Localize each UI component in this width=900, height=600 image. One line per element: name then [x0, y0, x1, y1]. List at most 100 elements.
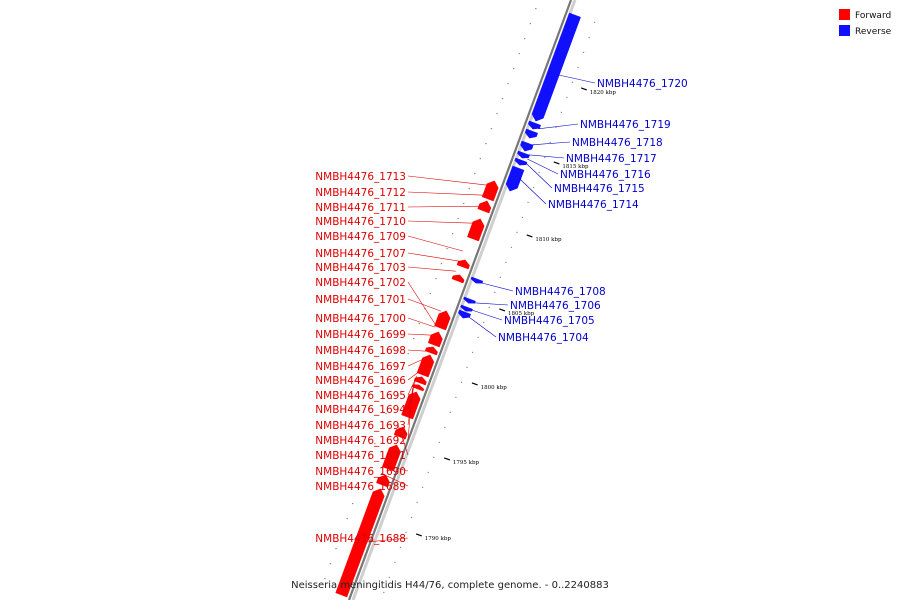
forward-gene[interactable]	[427, 331, 443, 348]
reverse-gene[interactable]	[517, 150, 530, 159]
scale-tick	[553, 161, 560, 165]
minor-tick	[510, 246, 513, 249]
reverse-gene[interactable]	[528, 120, 542, 130]
minor-tick	[474, 172, 476, 175]
leader-line	[407, 388, 413, 441]
scale-tick-label: 1805 kbp	[508, 311, 535, 317]
forward-gene-label[interactable]: NMBH4476_1713	[315, 171, 406, 183]
minor-tick	[390, 397, 393, 400]
forward-gene-label[interactable]: NMBH4476_1701	[315, 294, 406, 306]
forward-gene[interactable]	[456, 259, 470, 270]
reverse-gene-label[interactable]: NMBH4476_1708	[515, 286, 606, 298]
forward-gene-label[interactable]: NMBH4476_1696	[315, 375, 406, 387]
minor-tick	[435, 277, 437, 280]
minor-tick	[588, 36, 590, 39]
leader-line	[528, 154, 565, 159]
forward-gene-label[interactable]: NMBH4476_1688	[315, 533, 406, 545]
reverse-gene-label[interactable]: NMBH4476_1704	[498, 332, 589, 344]
forward-gene-label[interactable]: NMBH4476_1707	[315, 248, 406, 260]
minor-tick	[449, 411, 452, 414]
minor-tick	[413, 337, 415, 340]
minor-tick	[433, 456, 435, 459]
forward-gene-label[interactable]: NMBH4476_1700	[315, 313, 406, 325]
reverse-gene[interactable]	[463, 296, 476, 304]
reverse-gene[interactable]	[458, 309, 472, 319]
reverse-gene-label[interactable]: NMBH4476_1719	[580, 119, 671, 131]
genome-backbone	[347, 0, 573, 600]
forward-gene-label[interactable]: NMBH4476_1690	[315, 466, 406, 478]
reverse-gene-label[interactable]: NMBH4476_1720	[597, 78, 688, 90]
forward-gene-label[interactable]: NMBH4476_1695	[315, 390, 406, 402]
forward-gene[interactable]	[413, 376, 427, 386]
reverse-gene-label[interactable]: NMBH4476_1715	[554, 183, 645, 195]
reverse-gene-label[interactable]: NMBH4476_1717	[566, 153, 657, 165]
minor-tick	[485, 142, 487, 145]
minor-tick	[388, 576, 391, 579]
reverse-gene-label[interactable]: NMBH4476_1716	[560, 169, 651, 181]
scale-ticks: 1790 kbp 1795 kbp 1800 kbp 1805 kbp 1810 kbp…	[324, 7, 616, 594]
minor-tick	[535, 7, 537, 10]
forward-gene[interactable]	[381, 444, 401, 472]
minor-tick	[518, 52, 520, 55]
forward-gene-label[interactable]: NMBH4476_1692	[315, 435, 406, 447]
reverse-gene-label[interactable]: NMBH4476_1714	[548, 199, 639, 211]
reverse-gene-label[interactable]: NMBH4476_1705	[504, 315, 595, 327]
reverse-gene[interactable]	[470, 276, 484, 284]
minor-tick	[527, 201, 529, 204]
reverse-gene[interactable]	[531, 12, 581, 122]
leader-line	[407, 371, 419, 381]
forward-gene[interactable]	[481, 180, 499, 202]
scale-tick-label: 1800 kbp	[481, 385, 508, 391]
forward-gene[interactable]	[416, 354, 435, 378]
leader-line	[407, 317, 436, 328]
forward-gene-label[interactable]: NMBH4476_1697	[315, 361, 406, 373]
forward-gene-label[interactable]: NMBH4476_1691	[315, 450, 406, 462]
forward-gene-label[interactable]: NMBH4476_1712	[315, 187, 406, 199]
forward-gene[interactable]	[424, 346, 438, 356]
forward-gene-label[interactable]: NMBH4476_1711	[315, 202, 406, 214]
forward-gene[interactable]	[376, 474, 390, 488]
minor-tick	[555, 126, 557, 129]
forward-gene[interactable]	[467, 218, 485, 242]
reverse-gene[interactable]	[514, 157, 528, 166]
forward-gene-label[interactable]: NMBH4476_1703	[315, 262, 406, 274]
reverse-gene-label[interactable]: NMBH4476_1706	[510, 300, 601, 312]
forward-gene-label[interactable]: NMBH4476_1689	[315, 481, 406, 493]
leader-line	[525, 162, 553, 189]
forward-gene[interactable]	[434, 310, 451, 331]
reverse-gene[interactable]	[520, 140, 534, 152]
minor-tick	[346, 517, 348, 520]
reverse-gene[interactable]	[505, 165, 525, 192]
forward-gene[interactable]	[451, 274, 465, 284]
forward-gene-label[interactable]: NMBH4476_1699	[315, 329, 406, 341]
minor-tick	[460, 381, 463, 384]
leader-line	[407, 333, 433, 336]
reverse-gene[interactable]	[460, 304, 473, 312]
minor-tick	[446, 247, 448, 250]
forward-gene-label[interactable]: NMBH4476_1710	[315, 216, 406, 228]
minor-tick	[571, 81, 574, 84]
minor-tick	[399, 546, 402, 549]
minor-tick	[577, 66, 579, 69]
minor-tick	[335, 547, 337, 550]
minor-tick	[421, 486, 424, 489]
minor-tick	[471, 351, 474, 354]
forward-gene[interactable]	[477, 200, 492, 214]
forward-gene-label[interactable]: NMBH4476_1702	[315, 277, 406, 289]
forward-gene-label[interactable]: NMBH4476_1693	[315, 420, 406, 432]
forward-gene-label[interactable]: NMBH4476_1694	[315, 404, 406, 416]
reverse-gene[interactable]	[524, 128, 539, 139]
minor-tick	[455, 396, 457, 399]
reverse-gene-label[interactable]: NMBH4476_1718	[572, 137, 663, 149]
minor-tick	[494, 291, 496, 294]
minor-tick	[383, 591, 385, 594]
minor-tick	[374, 442, 376, 445]
minor-tick	[401, 367, 404, 370]
forward-gene-label[interactable]: NMBH4476_1698	[315, 345, 406, 357]
forward-gene-label[interactable]: NMBH4476_1709	[315, 231, 406, 243]
leader-line	[383, 464, 409, 472]
minor-tick	[516, 231, 518, 234]
minor-tick	[482, 321, 485, 324]
minor-tick	[566, 96, 568, 99]
